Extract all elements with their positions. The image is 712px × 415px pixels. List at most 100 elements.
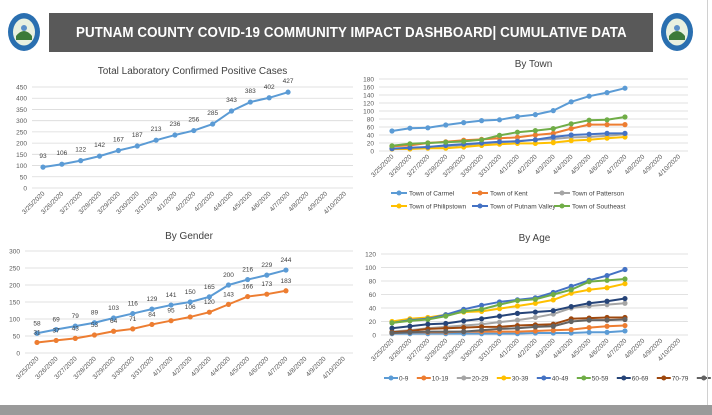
data-point	[550, 330, 556, 336]
data-point	[568, 330, 574, 336]
data-label: 167	[113, 137, 124, 144]
data-point	[622, 300, 628, 306]
data-point	[111, 315, 117, 321]
data-point	[407, 317, 413, 323]
data-label: 166	[242, 284, 253, 291]
data-point	[389, 128, 395, 134]
data-point	[407, 323, 413, 329]
data-label: 79	[72, 313, 80, 320]
data-point	[53, 337, 59, 344]
data-point	[479, 324, 485, 330]
series-line	[391, 123, 625, 148]
data-point	[604, 329, 610, 335]
x-tick-label: 4/9/2020	[641, 337, 664, 360]
x-tick-label: 3/25/2020	[370, 337, 396, 363]
data-label: 95	[167, 308, 175, 315]
data-point	[514, 114, 521, 120]
data-point	[532, 295, 538, 301]
data-point	[586, 303, 592, 309]
data-label: 236	[170, 121, 181, 128]
series-line	[392, 136, 626, 150]
data-point	[568, 283, 574, 289]
x-tick-label: 3/27/2020	[406, 337, 432, 363]
data-label: 93	[39, 153, 47, 160]
data-point	[532, 140, 538, 146]
data-point	[187, 299, 193, 305]
y-tick-label: 250	[9, 266, 20, 273]
data-point	[532, 137, 538, 143]
data-point	[479, 142, 485, 148]
x-tick-label: 3/29/2020	[442, 153, 468, 179]
y-tick-label: 50	[20, 174, 28, 181]
data-point	[283, 288, 289, 294]
legend-label: 0-9	[399, 376, 409, 383]
data-point	[134, 143, 140, 149]
data-point	[479, 141, 485, 147]
data-point	[461, 142, 467, 148]
data-point	[72, 323, 78, 329]
data-point	[586, 134, 592, 140]
data-point	[550, 130, 556, 136]
data-point	[461, 329, 467, 335]
data-point	[604, 130, 610, 136]
data-point	[586, 287, 592, 293]
data-point	[550, 291, 556, 298]
x-tick-label: 4/6/2020	[588, 337, 611, 360]
data-point	[622, 114, 628, 120]
data-point	[172, 132, 178, 138]
legend-label: Town of Southeast	[572, 204, 626, 211]
data-point	[496, 139, 503, 145]
data-point	[443, 139, 449, 145]
data-point	[425, 331, 431, 337]
y-tick-label: 450	[16, 85, 27, 92]
y-tick-label: 250	[16, 129, 27, 136]
data-point	[34, 330, 40, 336]
x-tick-label: 4/6/2020	[247, 355, 270, 378]
data-point	[389, 331, 395, 337]
data-point	[40, 164, 46, 170]
x-tick-label: 4/3/2020	[190, 355, 213, 378]
y-tick-label: 0	[370, 149, 374, 156]
x-tick-label: 3/29/2020	[92, 355, 118, 381]
data-label: 150	[185, 289, 196, 296]
data-point	[443, 145, 449, 151]
data-point	[264, 272, 270, 278]
town-chart-title: By Town	[514, 59, 553, 70]
data-point	[550, 321, 556, 327]
x-tick-label: 3/25/2020	[370, 153, 396, 179]
legend-marker	[559, 190, 565, 196]
data-point	[604, 298, 610, 304]
data-point	[622, 295, 628, 302]
legend-marker	[421, 375, 427, 381]
y-tick-label: 120	[365, 252, 376, 259]
data-point	[514, 310, 521, 316]
data-point	[225, 282, 232, 288]
data-point	[191, 127, 197, 134]
x-tick-label: 3/28/2020	[424, 153, 450, 179]
data-label: 58	[33, 320, 41, 327]
data-label: 244	[281, 257, 292, 264]
data-label: 383	[245, 88, 256, 95]
data-point	[568, 138, 574, 144]
data-point	[550, 136, 556, 142]
data-point	[568, 121, 574, 127]
y-tick-label: 20	[369, 319, 377, 326]
data-point	[461, 120, 467, 126]
data-label: 116	[128, 301, 139, 308]
series-line	[391, 282, 626, 323]
data-point	[443, 142, 449, 148]
legend-marker	[581, 375, 587, 381]
data-label: 427	[283, 78, 294, 85]
x-tick-label: 4/4/2020	[209, 355, 232, 378]
legend-label: Town of Putnam Valley	[490, 204, 556, 211]
data-point	[443, 312, 449, 318]
y-tick-label: 50	[13, 334, 21, 341]
x-tick-label: 3/28/2020	[78, 190, 104, 216]
data-point	[389, 146, 395, 152]
data-point	[568, 99, 574, 105]
legend-label: Town of Patterson	[572, 191, 624, 198]
data-label: 71	[129, 316, 137, 323]
data-label: 213	[151, 126, 162, 133]
data-point	[586, 315, 592, 321]
data-point	[407, 146, 413, 152]
